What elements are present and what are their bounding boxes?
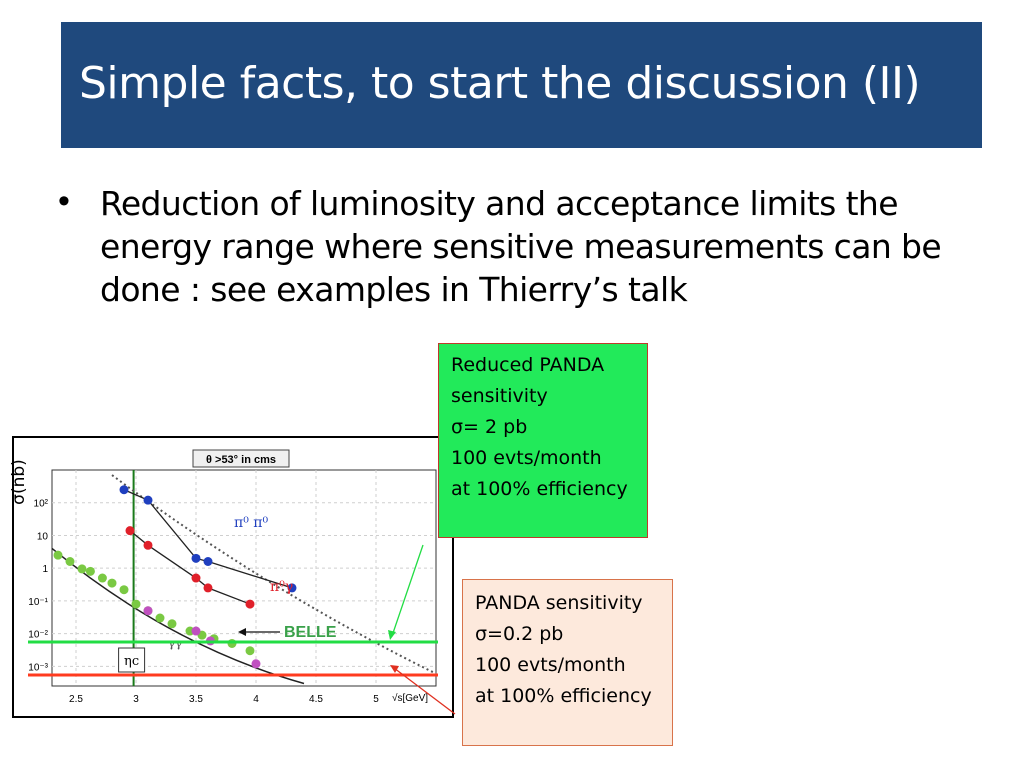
- y-tick-label: 1: [42, 564, 48, 575]
- data-point-series-3: [143, 606, 153, 616]
- data-point-series-0: [287, 583, 297, 593]
- panda-sensitivity-box: PANDA sensitivity σ=0.2 pb 100 evts/mont…: [462, 579, 673, 746]
- peach-box-line-4: at 100% efficiency: [475, 685, 652, 707]
- data-point-series-2: [85, 566, 95, 576]
- data-point-series-0: [203, 557, 213, 567]
- data-point-series-2: [107, 578, 117, 588]
- peach-box-line-3: 100 evts/month: [475, 654, 626, 676]
- belle-arrowhead: [238, 628, 246, 636]
- data-point-series-2: [65, 557, 75, 567]
- plot-area: [51, 469, 437, 687]
- y-tick-label: 10²: [34, 499, 49, 510]
- data-point-series-1: [191, 573, 201, 583]
- belle-label: BELLE: [284, 624, 337, 641]
- data-point-series-2: [119, 585, 129, 595]
- y-axis-label: σ(nb): [9, 459, 29, 505]
- x-tick-label: 4: [253, 694, 259, 705]
- data-point-series-2: [131, 599, 141, 609]
- peach-box-line-2: σ=0.2 pb: [475, 623, 564, 645]
- data-point-series-0: [191, 553, 201, 563]
- green-arrowhead: [388, 630, 396, 640]
- data-point-series-3: [251, 659, 261, 669]
- data-point-series-3: [191, 626, 201, 636]
- green-box-line-2: sensitivity: [451, 385, 548, 407]
- green-box-line-3: σ= 2 pb: [451, 416, 528, 438]
- slide-title: Simple facts, to start the discussion (I…: [79, 58, 921, 109]
- eta-c-label-box: [118, 647, 146, 673]
- data-point-series-1: [245, 599, 255, 609]
- data-point-series-0: [119, 485, 129, 495]
- y-tick-label: 10⁻³: [28, 662, 48, 673]
- x-tick-label: 2.5: [69, 694, 83, 705]
- y-tick-label: 10: [37, 531, 49, 542]
- data-point-series-2: [97, 573, 107, 583]
- x-tick-label: 5: [373, 694, 379, 705]
- bullet-icon: •: [58, 182, 70, 220]
- green-arrow: [391, 544, 424, 637]
- data-point-series-1: [203, 583, 213, 593]
- data-point-series-1: [125, 526, 135, 536]
- green-box-line-5: at 100% efficiency: [451, 478, 628, 500]
- x-tick-label: 4.5: [309, 694, 323, 705]
- x-tick-label: 3.5: [189, 694, 203, 705]
- series-label-pi0pi0: π⁰ π⁰: [234, 515, 268, 531]
- data-point-series-2: [245, 646, 255, 656]
- red-arrowhead: [390, 665, 399, 673]
- header-label: θ >53° in cms: [206, 454, 276, 466]
- data-point-series-2: [53, 550, 63, 560]
- data-point-series-2: [167, 619, 177, 629]
- data-point-series-2: [77, 564, 87, 574]
- theory-curve: [111, 474, 437, 675]
- data-point-series-1: [143, 540, 153, 550]
- data-point-series-0: [143, 495, 153, 505]
- eta-c-label: ηc: [124, 654, 139, 669]
- bullet-text: Reduction of luminosity and acceptance l…: [100, 184, 942, 309]
- x-tick-label: 3: [133, 694, 139, 705]
- header-label-box: [192, 449, 290, 468]
- green-box-line-4: 100 evts/month: [451, 447, 602, 469]
- y-tick-label: 10⁻¹: [28, 597, 48, 608]
- y-tick-label: 10⁻²: [28, 630, 48, 641]
- reduced-sensitivity-box: Reduced PANDA sensitivity σ= 2 pb 100 ev…: [438, 343, 648, 538]
- data-point-series-2: [155, 613, 165, 623]
- peach-box-line-1: PANDA sensitivity: [475, 592, 643, 614]
- green-box-line-1: Reduced PANDA: [451, 354, 605, 376]
- title-bar: Simple facts, to start the discussion (I…: [61, 22, 982, 148]
- x-axis-label: √s[GeV]: [392, 692, 428, 704]
- series-label-pi0gamma: π⁰γ: [270, 579, 293, 595]
- red-arrow: [393, 667, 456, 715]
